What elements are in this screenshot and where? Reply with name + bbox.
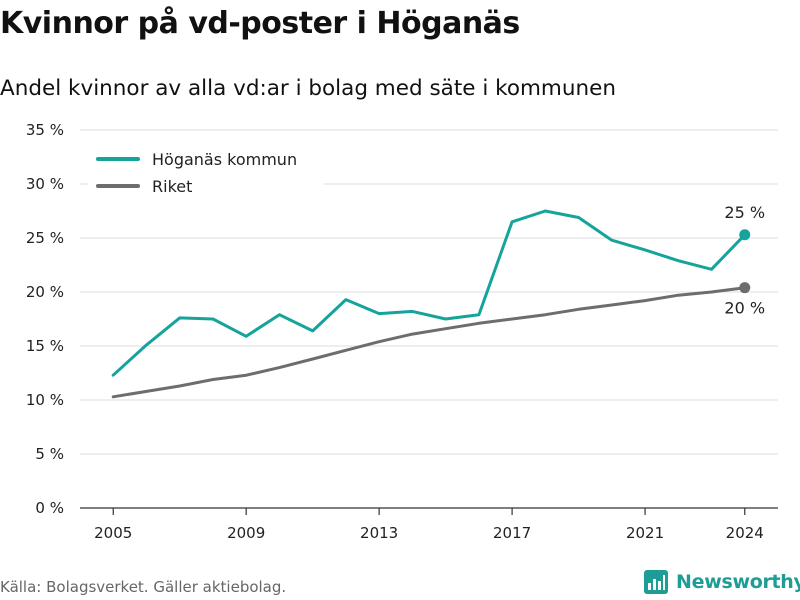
series-end-point-2 (739, 282, 751, 294)
source-note: Källa: Bolagsverket. Gäller aktiebolag. (0, 578, 287, 596)
series-line-1 (111, 209, 747, 377)
grid-lines (80, 129, 778, 509)
y-tick-label: 10 % (26, 391, 64, 409)
chart-subtitle: Andel kvinnor av alla vd:ar i bolag med … (0, 76, 616, 101)
y-tick-label: 15 % (26, 337, 64, 355)
x-tick-label: 2024 (726, 524, 764, 542)
brand-name: Newsworthy (676, 571, 800, 593)
series-end-label-1: 25 % (724, 203, 765, 222)
series-end-point-1 (739, 229, 751, 241)
legend-label-1: Höganäs kommun (152, 150, 297, 169)
legend-background (88, 145, 324, 201)
y-tick-label: 30 % (26, 175, 64, 193)
bar-chart-icon (644, 570, 668, 594)
y-tick-label: 25 % (26, 229, 64, 247)
x-tick-label: 2017 (493, 524, 531, 542)
brand-logo: Newsworthy (644, 570, 800, 594)
series-group: 25 % 20 % (111, 203, 765, 399)
x-tick-label: 2021 (626, 524, 664, 542)
x-axis: 2005 2009 2013 2017 2021 2024 (94, 508, 764, 542)
y-tick-label: 35 % (26, 121, 64, 139)
y-tick-label: 5 % (35, 445, 64, 463)
y-axis: 0 % 5 % 10 % 15 % 20 % 25 % 30 % 35 % (26, 121, 64, 517)
chart-title: Kvinnor på vd-poster i Höganäs (0, 6, 520, 41)
x-tick-label: 2005 (94, 524, 132, 542)
legend-label-2: Riket (152, 177, 192, 196)
y-tick-label: 20 % (26, 283, 64, 301)
series-line-2 (111, 286, 747, 399)
x-tick-label: 2009 (227, 524, 265, 542)
y-tick-label: 0 % (35, 499, 64, 517)
legend: Höganäs kommun Riket (88, 145, 324, 201)
series-end-label-2: 20 % (724, 299, 765, 318)
x-tick-label: 2013 (360, 524, 398, 542)
